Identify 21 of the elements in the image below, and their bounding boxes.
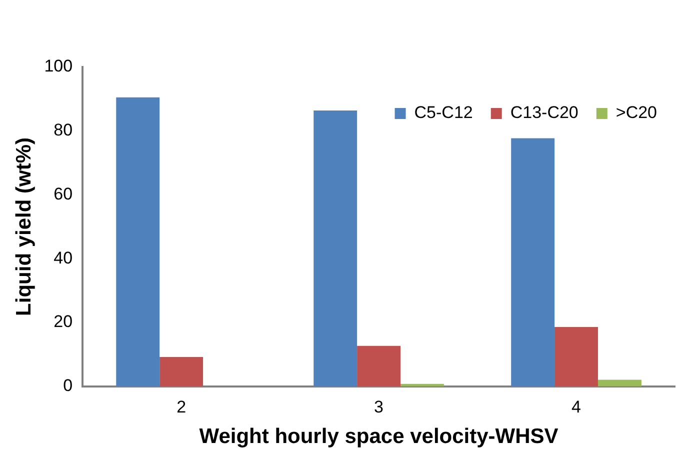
bar — [160, 357, 204, 386]
y-tick-label: 60 — [54, 184, 73, 204]
bar — [511, 138, 555, 386]
y-tick-label: 40 — [54, 248, 73, 268]
bar — [314, 110, 358, 386]
legend-label: >C20 — [616, 103, 658, 122]
x-tick-label: 3 — [374, 397, 384, 416]
y-tick-label: 20 — [54, 312, 73, 332]
bar — [598, 380, 642, 386]
legend-label: C5-C12 — [414, 103, 473, 122]
y-tick-label: 80 — [54, 120, 73, 140]
x-tick-label: 4 — [572, 397, 581, 416]
bar — [357, 346, 401, 386]
y-tick-label: 100 — [44, 56, 73, 76]
bar — [554, 326, 598, 386]
bar — [116, 97, 160, 386]
x-tick-label: 2 — [176, 397, 186, 416]
y-tick-label: 0 — [63, 376, 73, 396]
y-axis-title: Liquid yield (wt%) — [12, 137, 36, 316]
x-axis-title: Weight hourly space velocity-WHSV — [199, 425, 558, 448]
legend-label: C13-C20 — [510, 103, 578, 122]
